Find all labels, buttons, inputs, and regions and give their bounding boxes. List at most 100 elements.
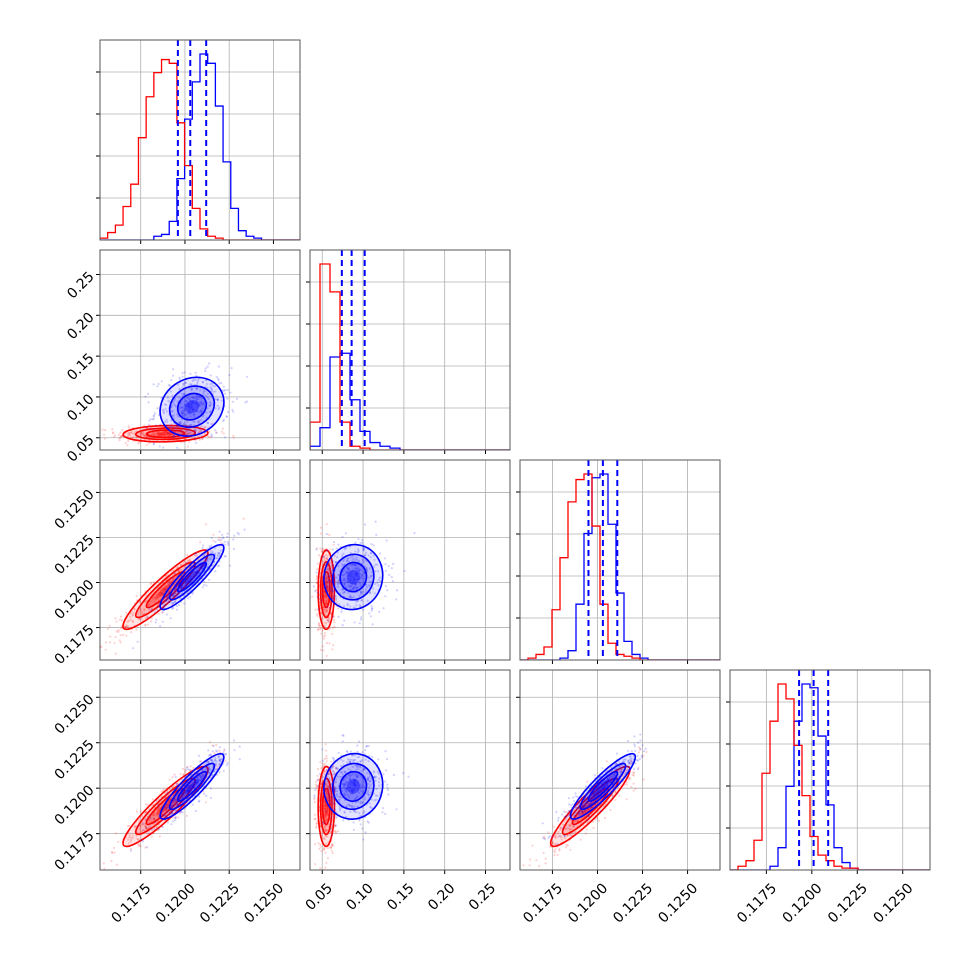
scatter-point xyxy=(553,826,555,828)
scatter-point xyxy=(174,817,176,819)
scatter-point xyxy=(187,597,189,599)
scatter-point xyxy=(148,607,150,609)
scatter-point xyxy=(320,633,322,635)
panel-content-3-0 xyxy=(103,739,241,869)
panel-content-1-1 xyxy=(310,250,510,450)
scatter-point xyxy=(324,562,326,564)
scatter-point xyxy=(227,762,229,764)
scatter-point xyxy=(212,534,214,536)
scatter-point xyxy=(316,787,318,789)
scatter-point xyxy=(545,858,547,860)
scatter-point xyxy=(345,532,347,534)
scatter-point xyxy=(172,776,174,778)
scatter-point xyxy=(321,630,323,632)
scatter-point xyxy=(119,619,121,621)
scatter-point xyxy=(413,532,415,534)
scatter-point xyxy=(121,429,123,431)
scatter-point xyxy=(205,523,207,525)
scatter-point xyxy=(113,642,115,644)
scatter-point xyxy=(384,813,386,815)
scatter-point xyxy=(151,610,153,612)
scatter-point xyxy=(314,609,316,611)
scatter-point xyxy=(155,619,157,621)
scatter-point xyxy=(194,438,196,440)
scatter-point xyxy=(645,748,647,750)
scatter-point xyxy=(337,544,339,546)
scatter-point xyxy=(153,383,155,385)
scatter-point xyxy=(208,755,210,757)
scatter-point xyxy=(224,393,226,395)
scatter-point xyxy=(313,796,315,798)
scatter-point xyxy=(103,862,105,864)
scatter-point xyxy=(213,745,215,747)
scatter-point xyxy=(211,434,213,436)
scatter-point xyxy=(159,625,161,627)
panel-content-3-1 xyxy=(313,734,409,869)
scatter-point xyxy=(220,539,222,541)
scatter-point xyxy=(371,756,373,758)
scatter-point xyxy=(118,434,120,436)
scatter-point xyxy=(327,619,329,621)
scatter-point xyxy=(167,821,169,823)
scatter-point xyxy=(392,580,394,582)
scatter-point xyxy=(330,548,332,550)
scatter-point xyxy=(385,585,387,587)
scatter-point xyxy=(146,846,148,848)
scatter-point xyxy=(637,768,639,770)
panel-frame-2-2 xyxy=(520,460,720,660)
scatter-point xyxy=(321,595,323,597)
scatter-point xyxy=(172,577,174,579)
scatter-point xyxy=(199,436,201,438)
scatter-point xyxy=(198,800,200,802)
scatter-point xyxy=(329,642,331,644)
scatter-point xyxy=(162,826,164,828)
scatter-point xyxy=(211,537,213,539)
scatter-point xyxy=(326,549,328,551)
scatter-point xyxy=(182,768,184,770)
scatter-point xyxy=(386,787,388,789)
scatter-point xyxy=(331,834,333,836)
scatter-point xyxy=(598,820,600,822)
scatter-point xyxy=(632,774,634,776)
scatter-point xyxy=(342,624,344,626)
scatter-point xyxy=(393,774,395,776)
scatter-point xyxy=(102,429,104,431)
scatter-point xyxy=(154,828,156,830)
scatter-point xyxy=(330,823,332,825)
scatter-point xyxy=(337,608,339,610)
scatter-point xyxy=(222,428,224,430)
scatter-point xyxy=(142,822,144,824)
scatter-point xyxy=(232,435,234,437)
scatter-point xyxy=(317,597,319,599)
scatter-point xyxy=(326,760,328,762)
scatter-point xyxy=(145,818,147,820)
scatter-point xyxy=(317,615,319,617)
scatter-point xyxy=(635,788,637,790)
scatter-point xyxy=(113,851,115,853)
scatter-point xyxy=(125,612,127,614)
scatter-point xyxy=(199,541,201,543)
scatter-point xyxy=(318,622,320,624)
scatter-point xyxy=(222,537,224,539)
scatter-point xyxy=(362,838,364,840)
scatter-point xyxy=(173,774,175,776)
scatter-point xyxy=(342,735,344,737)
scatter-point xyxy=(174,572,176,574)
scatter-point xyxy=(326,523,328,525)
scatter-point xyxy=(334,626,336,628)
scatter-point xyxy=(186,562,188,564)
scatter-point xyxy=(153,443,155,445)
scatter-point xyxy=(318,554,320,556)
scatter-point xyxy=(111,428,113,430)
scatter-point xyxy=(215,432,217,434)
scatter-point xyxy=(538,865,540,867)
panel-content-0-0 xyxy=(100,40,300,240)
scatter-point xyxy=(226,416,228,418)
scatter-point xyxy=(319,867,321,869)
scatter-point xyxy=(190,765,192,767)
scatter-point xyxy=(314,789,316,791)
scatter-point xyxy=(317,775,319,777)
scatter-point xyxy=(350,751,352,753)
scatter-point xyxy=(177,816,179,818)
